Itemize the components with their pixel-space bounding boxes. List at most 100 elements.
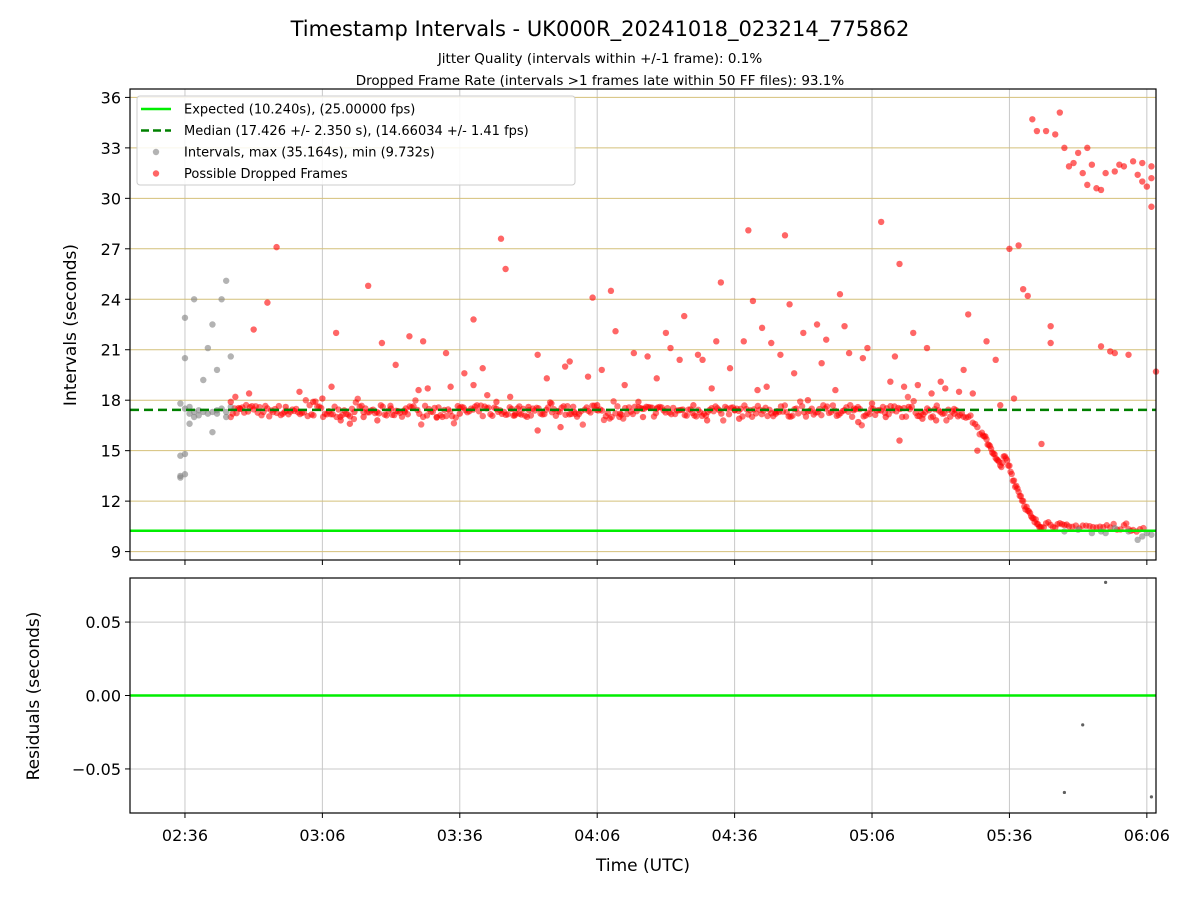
dropped-frame-point: [1038, 440, 1045, 448]
dropped-frame-point: [836, 291, 844, 298]
dropped-frame-point: [745, 227, 752, 234]
dropped-frame-point: [364, 282, 372, 290]
intervals-reference-lines: [130, 408, 1156, 532]
dropped-frame-point: [569, 403, 577, 410]
dropped-frame-point: [967, 412, 974, 419]
dropped-frame-point: [1125, 351, 1132, 358]
interval-point: [213, 366, 221, 374]
dropped-frame-point: [1047, 322, 1054, 330]
dropped-frame-point: [332, 329, 340, 337]
dropped-frame-point: [754, 386, 761, 394]
dropped-frame-point: [415, 386, 422, 394]
dropped-frame-point: [864, 344, 871, 352]
dropped-frame-point: [914, 381, 922, 389]
dropped-frame-point: [1052, 131, 1059, 138]
dropped-frame-point: [1074, 149, 1082, 157]
dropped-frame-point: [740, 338, 747, 345]
dropped-frame-point: [610, 398, 617, 405]
dropped-frame-point: [813, 321, 821, 328]
dropped-frame-point: [375, 410, 383, 417]
dropped-frame-point: [1079, 169, 1086, 177]
dropped-frame-point: [866, 410, 873, 418]
dropped-frame-point: [992, 356, 999, 364]
y-tick-label: 15: [101, 442, 121, 461]
x-axis-label: Time (UTC): [595, 856, 690, 876]
dropped-frame-point: [328, 383, 335, 390]
intervals-x-ticks: [184, 560, 1148, 565]
dropped-frame-point: [502, 265, 509, 273]
legend: Expected (10.240s), (25.00000 fps) Median…: [136, 95, 576, 186]
dropped-frame-point: [1139, 159, 1146, 167]
dropped-frame-point: [232, 393, 239, 401]
dropped-frame-point: [937, 378, 944, 385]
dropped-frame-point: [690, 402, 697, 409]
dropped-frame-point: [841, 322, 848, 330]
dropped-frame-point: [974, 447, 981, 454]
dropped-frame-point: [419, 338, 427, 345]
dropped-frame-point: [1084, 144, 1091, 152]
dropped-frame-point: [900, 383, 908, 390]
dropped-frame-point: [942, 385, 949, 392]
legend-label: Expected (10.240s), (25.00000 fps): [184, 103, 415, 118]
dropped-frame-point: [378, 339, 386, 347]
residual-point: [1104, 580, 1108, 585]
dropped-frame-point: [1111, 168, 1118, 175]
dropped-frame-point: [1134, 171, 1141, 178]
interval-point: [181, 471, 189, 478]
dropped-frame-point: [1006, 462, 1013, 469]
x-tick-label: 05:36: [986, 826, 1032, 845]
interval-point: [209, 321, 216, 328]
interval-point: [186, 420, 193, 427]
dropped-frame-point: [1084, 181, 1091, 189]
dropped-frame-point: [708, 385, 715, 392]
dropped-frame-point: [461, 370, 468, 377]
dropped-frame-point: [584, 373, 592, 380]
dropped-frame-point: [548, 400, 555, 407]
interval-point: [227, 403, 234, 411]
dropped-frame-point: [1097, 343, 1105, 350]
interval-point: [1139, 533, 1146, 540]
dropped-frame-point: [717, 279, 725, 286]
intervals-grid: [130, 89, 1156, 560]
interval-point: [213, 410, 221, 417]
dropped-frame-point: [266, 413, 273, 420]
dropped-frame-point: [1139, 178, 1146, 185]
dropped-frame-point: [1019, 497, 1027, 505]
x-tick-label: 04:36: [712, 826, 758, 845]
dropped-frame-point: [310, 398, 317, 406]
dropped-frame-point: [887, 378, 894, 385]
dropped-frame-point: [1148, 163, 1155, 170]
interval-point: [1134, 536, 1141, 544]
dropped-frame-point: [589, 294, 596, 301]
dropped-frame-point: [383, 412, 390, 419]
interval-point: [1148, 531, 1155, 538]
legend-intervals-swatch: [152, 148, 160, 156]
dropped-frame-point: [527, 412, 535, 419]
dropped-frame-point: [433, 413, 441, 421]
dropped-frame-point: [406, 333, 413, 340]
dropped-frame-point: [969, 390, 976, 397]
dropped-frame-point: [442, 349, 450, 357]
dropped-frame-point: [720, 417, 727, 424]
interval-point: [190, 296, 198, 303]
interval-point: [227, 353, 234, 360]
dropped-frame-point: [902, 413, 910, 420]
dropped-frame-point: [620, 415, 627, 422]
intervals-y-ticks: 9 12 15 18 21 24 27 30 33 36: [101, 88, 130, 562]
dropped-frame-point: [965, 311, 972, 318]
dropped-frame-point: [768, 339, 775, 347]
dropped-frame-point: [443, 412, 450, 420]
dropped-frame-point: [450, 420, 458, 427]
dropped-frame-point: [607, 287, 615, 295]
dropped-frame-point: [264, 299, 271, 306]
dropped-frame-point: [882, 413, 889, 421]
dropped-frame-point: [681, 312, 688, 320]
y-tick-label: 12: [101, 492, 121, 511]
y-tick-label: 18: [101, 391, 121, 410]
dropped-frame-point: [919, 415, 926, 422]
dropped-frame-point: [616, 410, 624, 417]
dropped-frame-point: [1006, 245, 1013, 253]
x-tick-label: 03:06: [299, 826, 345, 845]
dropped-frame-point: [335, 406, 342, 413]
dropped-frame-point: [1088, 161, 1096, 168]
